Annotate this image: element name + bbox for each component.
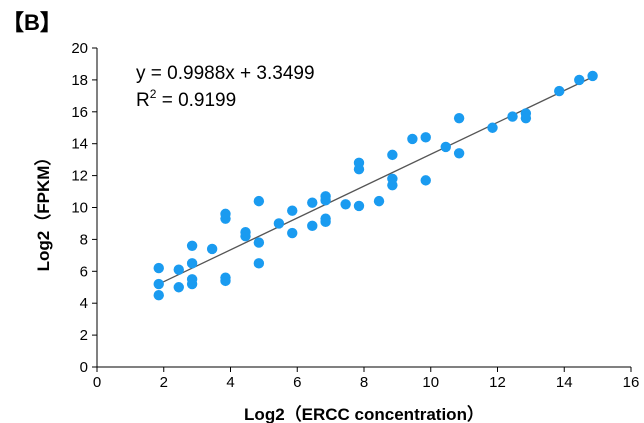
data-point — [574, 74, 585, 86]
data-point — [320, 191, 331, 202]
data-point — [554, 85, 565, 97]
data-point — [153, 278, 164, 290]
data-point — [240, 227, 251, 238]
data-point — [420, 175, 431, 186]
data-point — [307, 220, 318, 232]
trendline — [158, 76, 593, 285]
data-point — [387, 149, 398, 161]
y-tick-label: 2 — [80, 327, 88, 344]
data-point — [340, 199, 351, 210]
r-squared-value: = 0.9199 — [156, 90, 236, 111]
data-point — [186, 240, 198, 251]
data-point — [220, 208, 231, 220]
r-squared-superscript: 2 — [150, 87, 157, 101]
data-point — [206, 243, 218, 255]
data-point — [307, 197, 318, 208]
data-point — [520, 108, 532, 119]
data-point — [453, 112, 465, 124]
y-tick-label: 0 — [80, 359, 88, 376]
r-squared-label: R2 = 0.9199 — [136, 87, 236, 111]
data-point — [387, 173, 398, 184]
y-tick-label: 14 — [71, 136, 88, 153]
data-point — [173, 282, 184, 293]
data-point — [287, 227, 298, 239]
data-point — [253, 237, 265, 248]
data-point — [173, 264, 184, 275]
regression-equation: y = 0.9988x + 3.3499 — [136, 63, 315, 84]
data-point — [220, 272, 231, 283]
y-tick-label: 12 — [71, 168, 88, 185]
x-tick-label: 12 — [489, 374, 506, 391]
y-tick-label: 16 — [71, 104, 88, 121]
data-point — [373, 195, 385, 207]
x-tick-label: 10 — [422, 374, 439, 391]
data-point — [253, 258, 265, 269]
ticks: 0 2 4 6 8 10 12 14 16 0 2 4 6 8 10 12 14 16 18 20 — [71, 40, 639, 391]
y-tick-label: 6 — [80, 263, 88, 280]
data-point — [186, 274, 198, 285]
data-point — [587, 70, 598, 82]
panel-label: 【B】 — [2, 10, 62, 35]
data-point — [440, 141, 451, 153]
r-squared-prefix: R — [136, 90, 150, 111]
x-tick-label: 16 — [623, 374, 640, 391]
y-tick-label: 4 — [80, 295, 88, 312]
x-tick-label: 6 — [293, 374, 301, 391]
x-tick-label: 2 — [160, 374, 168, 391]
x-tick-label: 0 — [93, 374, 101, 391]
data-point — [453, 148, 465, 159]
y-axis-title: Log2（FPKM） — [33, 149, 53, 272]
x-tick-label: 8 — [360, 374, 368, 391]
y-tick-label: 18 — [71, 72, 88, 89]
data-point — [353, 200, 365, 212]
data-point — [487, 122, 498, 133]
data-point — [407, 133, 418, 145]
data-point — [320, 213, 331, 224]
data-point — [273, 218, 285, 229]
x-tick-label: 14 — [556, 374, 573, 391]
y-tick-label: 20 — [71, 40, 88, 57]
data-point — [153, 290, 164, 301]
x-tick-label: 4 — [226, 374, 234, 391]
data-point — [353, 157, 365, 169]
data-point — [253, 195, 265, 207]
data-points — [153, 70, 598, 301]
y-tick-label: 10 — [71, 200, 88, 217]
data-point — [507, 111, 518, 122]
data-point — [153, 262, 164, 274]
data-point — [420, 132, 431, 143]
data-point — [287, 205, 298, 216]
data-point — [186, 258, 198, 269]
x-axis-title: Log2（ERCC concentration） — [244, 404, 484, 423]
y-tick-label: 8 — [80, 231, 88, 248]
